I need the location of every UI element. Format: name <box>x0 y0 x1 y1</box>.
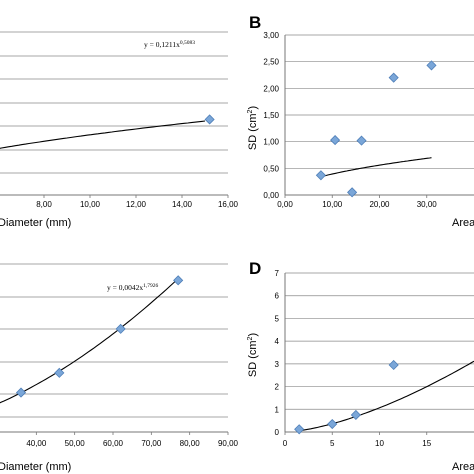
panel-label-d: D <box>249 259 261 278</box>
y-tick-label-b: 0,50 <box>263 164 279 173</box>
data-point-c <box>15 387 27 398</box>
trendline-d <box>299 360 474 432</box>
x-tick-label-c: 90,00 <box>218 439 239 448</box>
x-axis-label-a: Diameter (mm) <box>0 217 71 229</box>
data-point-a <box>204 114 215 125</box>
data-point-c <box>173 275 184 286</box>
x-tick-label-b: 30,00 <box>417 200 438 209</box>
data-point-d <box>327 418 338 430</box>
data-point-b <box>330 135 341 146</box>
x-tick-label-d: 15 <box>422 439 431 448</box>
x-tick-label-c: 50,00 <box>65 439 86 448</box>
y-axis-label-d: SD (cm2) <box>247 333 259 377</box>
x-tick-label-b: 20,00 <box>369 200 390 209</box>
equation-label-c: y = 0,0042x1,7926 <box>107 283 158 292</box>
y-tick-label-d: 6 <box>275 292 280 301</box>
panel-label-b: B <box>249 13 261 32</box>
grid-layer <box>0 31 474 435</box>
y-tick-label-d: 7 <box>275 269 280 278</box>
data-point-d <box>294 424 305 435</box>
y-tick-label-b: 2,00 <box>263 84 279 93</box>
y-tick-label-b: 1,50 <box>263 111 279 120</box>
x-axis-label-c: Diameter (mm) <box>0 461 71 473</box>
y-tick-label-b: 2,50 <box>263 58 279 67</box>
data-point-d <box>388 359 399 371</box>
x-tick-label-a: 8,00 <box>36 200 52 209</box>
trendline-c <box>0 278 179 404</box>
data-point-b <box>347 187 358 198</box>
data-point-c <box>115 323 126 334</box>
y-tick-label-d: 3 <box>275 360 280 369</box>
x-axis-label-b: Area <box>452 217 474 229</box>
y-tick-label-b: 1,00 <box>263 138 279 147</box>
x-tick-label-a: 10,00 <box>80 200 101 209</box>
text-layer: y = 0,1211x0,5083 Diameter (mm) B SD (cm… <box>0 13 474 473</box>
x-tick-label-c: 40,00 <box>26 439 47 448</box>
x-tick-label-c: 60,00 <box>103 439 124 448</box>
x-tick-label-c: 70,00 <box>141 439 162 448</box>
trendline-a <box>0 120 206 149</box>
data-point-b <box>356 135 367 146</box>
y-tick-label-b: 0,00 <box>263 191 279 200</box>
point-layer <box>15 60 437 435</box>
x-tick-label-b: 10,00 <box>322 200 343 209</box>
y-tick-label-d: 1 <box>275 405 280 414</box>
x-tick-label-a: 16,00 <box>218 200 239 209</box>
y-tick-label-b: 3,00 <box>263 31 279 40</box>
data-point-b <box>315 170 326 181</box>
x-tick-label-a: 12,00 <box>126 200 147 209</box>
y-tick-label-d: 4 <box>275 337 280 346</box>
x-tick-label-b: 0,00 <box>277 200 293 209</box>
data-point-c <box>54 367 65 378</box>
y-tick-label-d: 2 <box>275 383 280 392</box>
data-point-d <box>350 409 361 421</box>
x-axis-label-d: Area <box>452 461 474 473</box>
y-axis-label-b: SD (cm2) <box>247 106 259 150</box>
equation-label-a: y = 0,1211x0,5083 <box>144 40 195 49</box>
trendline-b <box>320 157 432 178</box>
x-tick-label-a: 14,00 <box>172 200 193 209</box>
trend-layer <box>0 120 474 432</box>
x-tick-label-d: 5 <box>330 439 335 448</box>
data-point-b <box>426 60 437 71</box>
y-tick-label-d: 5 <box>275 314 280 323</box>
y-tick-label-d: 0 <box>275 428 280 437</box>
x-tick-label-c: 80,00 <box>180 439 201 448</box>
x-tick-label-d: 0 <box>283 439 288 448</box>
x-tick-label-d: 10 <box>375 439 384 448</box>
data-point-b <box>388 72 399 83</box>
